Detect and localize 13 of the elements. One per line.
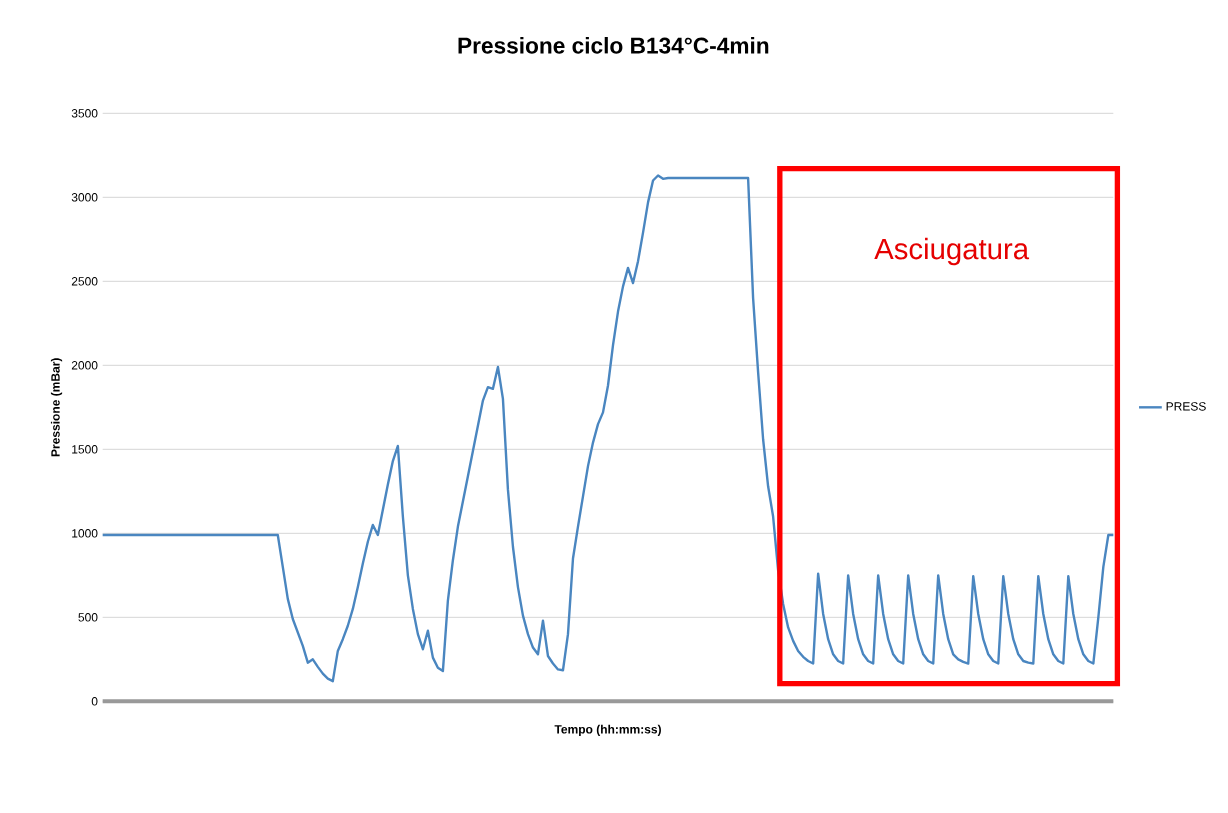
- y-tick-label: 2000: [71, 360, 98, 370]
- y-axis-title: Pressione (mBar): [50, 358, 63, 457]
- y-tick-label: 1500: [72, 444, 98, 454]
- y-tick-label: 0: [91, 696, 98, 706]
- y-tick-label: 500: [78, 612, 98, 622]
- y-tick-label: 3000: [71, 192, 98, 202]
- annotation: Asciugatura: [874, 237, 1030, 266]
- legend-label: PRESS: [1166, 401, 1206, 411]
- x-axis-title: Tempo (hh:mm:ss): [554, 724, 661, 736]
- y-tick-label: 1000: [72, 528, 98, 538]
- chart-title: Pressione ciclo B134°C-4min: [458, 36, 769, 54]
- y-tick-label: 2500: [71, 276, 98, 286]
- y-tick-label: 3500: [71, 108, 98, 118]
